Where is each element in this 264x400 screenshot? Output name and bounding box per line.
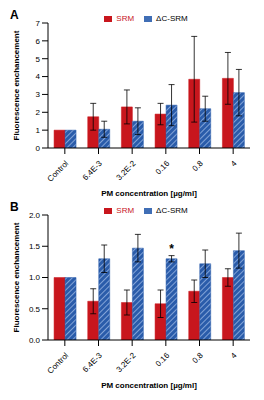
- svg-text:Fluorescence enchancement: Fluorescence enchancement: [12, 30, 21, 140]
- svg-text:3.2E-2: 3.2E-2: [115, 159, 138, 182]
- svg-text:7: 7: [36, 19, 41, 28]
- svg-text:0.0: 0.0: [29, 336, 41, 345]
- html-text:SRM: SRM: [116, 14, 135, 23]
- svg-text:0.5: 0.5: [29, 305, 41, 314]
- svg-text:Fluorescence enchancement: Fluorescence enchancement: [12, 222, 21, 332]
- svg-text:0.16: 0.16: [154, 351, 172, 369]
- svg-text:3.2E-2: 3.2E-2: [115, 351, 138, 374]
- svg-text:0.8: 0.8: [191, 159, 206, 174]
- svg-text:PM concentration [µg/ml]: PM concentration [µg/ml]: [101, 381, 197, 390]
- svg-text:3: 3: [36, 90, 41, 99]
- svg-text:5: 5: [36, 55, 41, 64]
- svg-text:6: 6: [36, 37, 41, 46]
- html-text:ΔC-SRM: ΔC-SRM: [156, 14, 188, 23]
- svg-text:Control: Control: [46, 351, 71, 376]
- html-text:B: B: [10, 200, 19, 214]
- svg-text:2: 2: [36, 108, 41, 117]
- svg-text:1.0: 1.0: [29, 273, 41, 282]
- svg-text:*: *: [169, 242, 174, 256]
- html-text:A: A: [10, 8, 19, 22]
- svg-text:Control: Control: [46, 159, 71, 184]
- svg-text:1.5: 1.5: [29, 242, 41, 251]
- svg-text:6.4E-3: 6.4E-3: [81, 159, 104, 182]
- svg-text:1: 1: [36, 126, 41, 135]
- html-text:SRM: SRM: [116, 206, 135, 215]
- svg-text:4: 4: [229, 351, 239, 361]
- html-text:ΔC-SRM: ΔC-SRM: [156, 206, 188, 215]
- svg-text:4: 4: [36, 72, 41, 81]
- svg-text:0.16: 0.16: [154, 159, 172, 177]
- svg-text:PM concentration [µg/ml]: PM concentration [µg/ml]: [101, 189, 197, 198]
- svg-text:0: 0: [36, 144, 41, 153]
- svg-text:4: 4: [229, 159, 239, 169]
- svg-text:6.4E-3: 6.4E-3: [81, 351, 104, 374]
- svg-text:2.0: 2.0: [29, 211, 41, 220]
- svg-text:0.8: 0.8: [191, 351, 206, 366]
